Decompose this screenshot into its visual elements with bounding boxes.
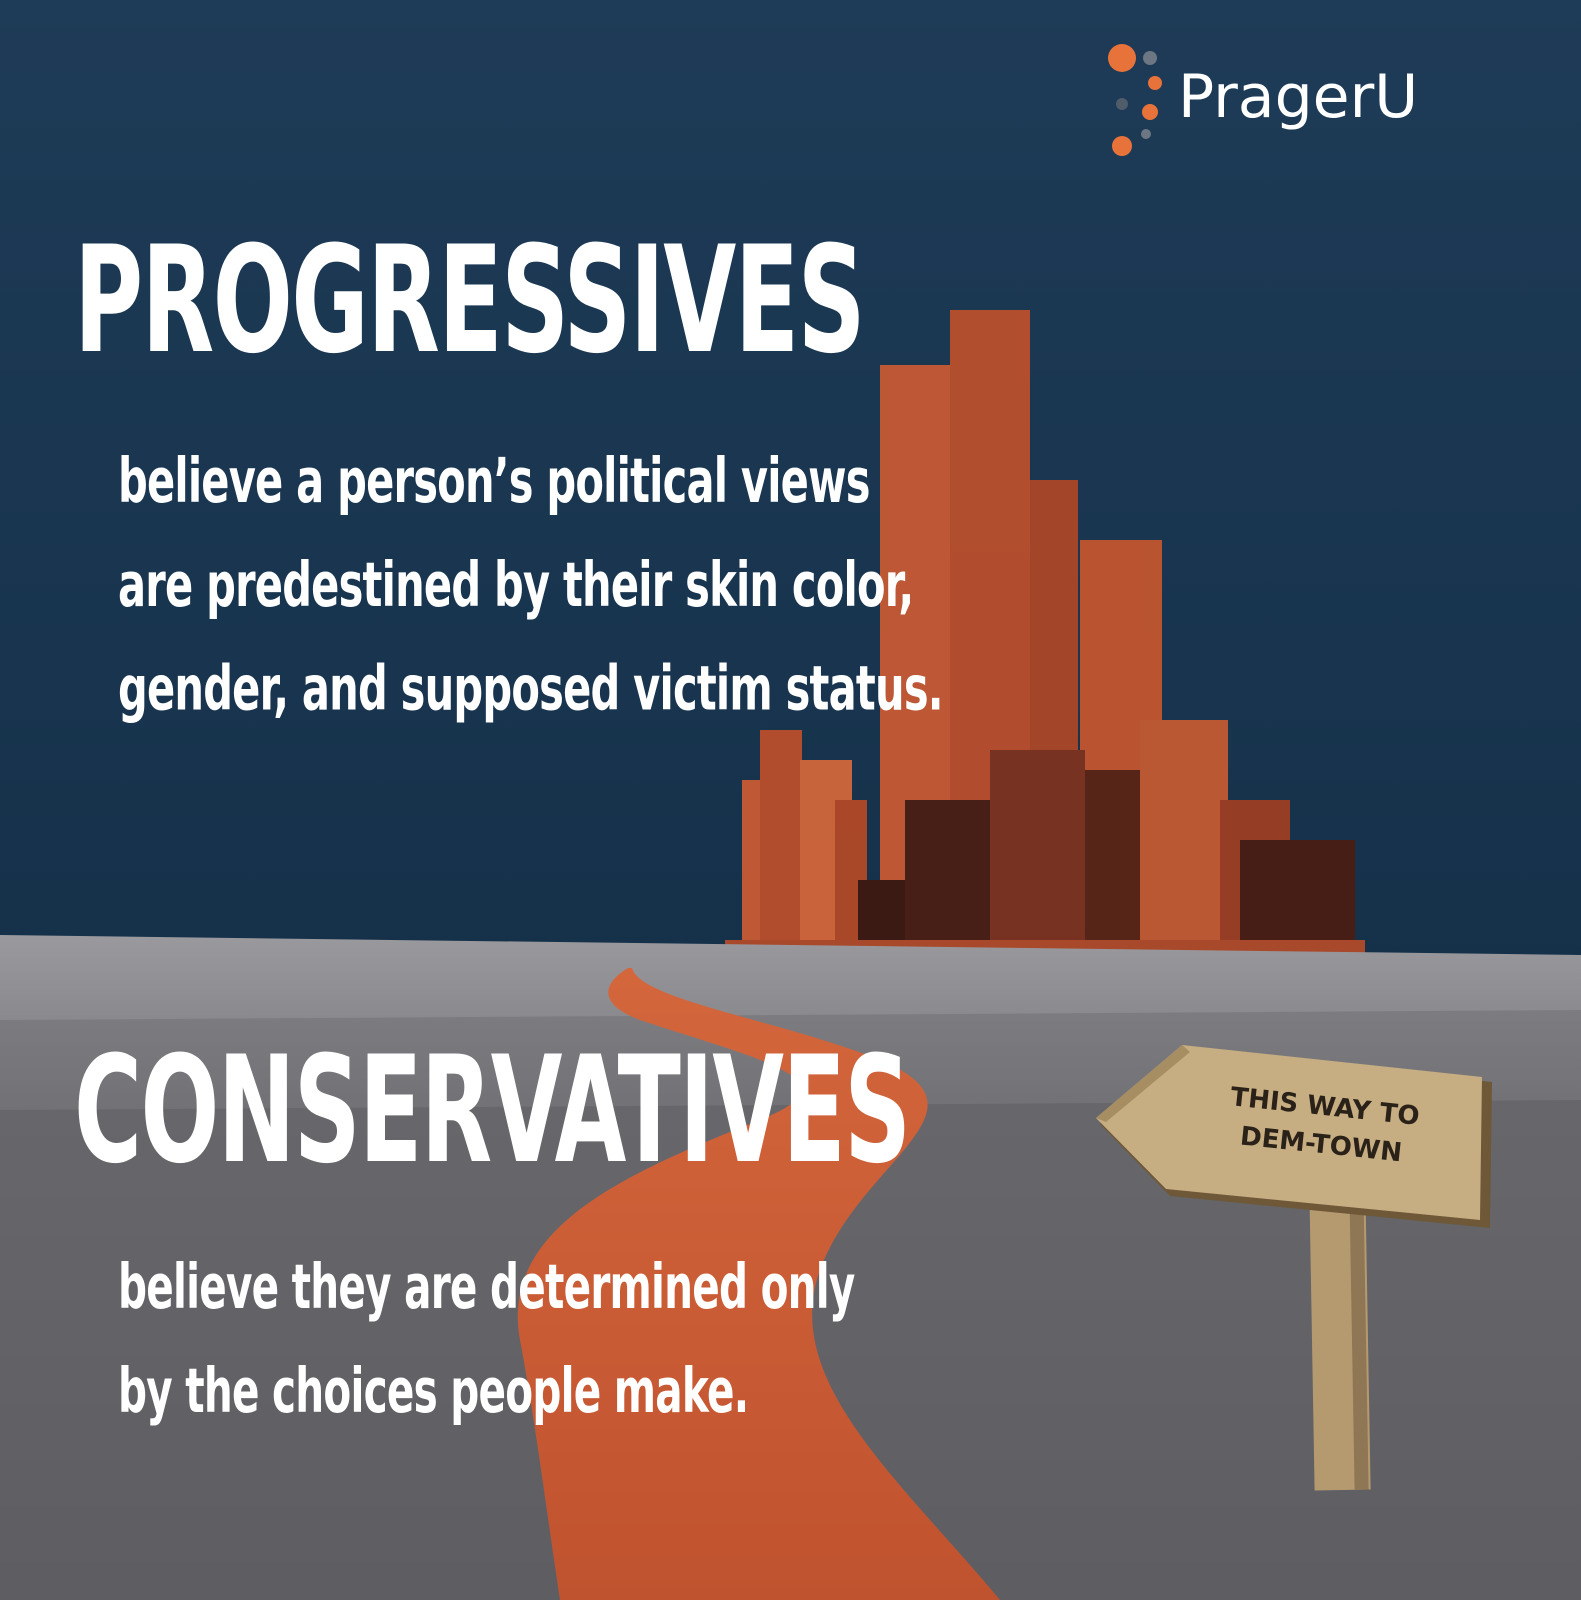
progressives-heading: PROGRESSIVES (74, 213, 866, 386)
conservatives-heading: CONSERVATIVES (74, 1023, 911, 1196)
conservatives-description: believe they are determined only by the … (118, 1236, 855, 1444)
prageru-logo-icon (1108, 44, 1162, 156)
brand-wordmark: PragerU (1178, 62, 1419, 132)
progressives-line: are predestined by their skin color, (118, 550, 914, 622)
signpost (1096, 1045, 1492, 1491)
progressives-description: believe a person’s political views are p… (118, 430, 944, 742)
road (517, 968, 1000, 1600)
progressives-line: gender, and supposed victim status. (118, 654, 944, 725)
conservatives-line: by the choices people make. (118, 1356, 749, 1428)
conservatives-line: believe they are determined only (118, 1252, 855, 1324)
progressives-line: believe a person’s political views (118, 446, 870, 518)
